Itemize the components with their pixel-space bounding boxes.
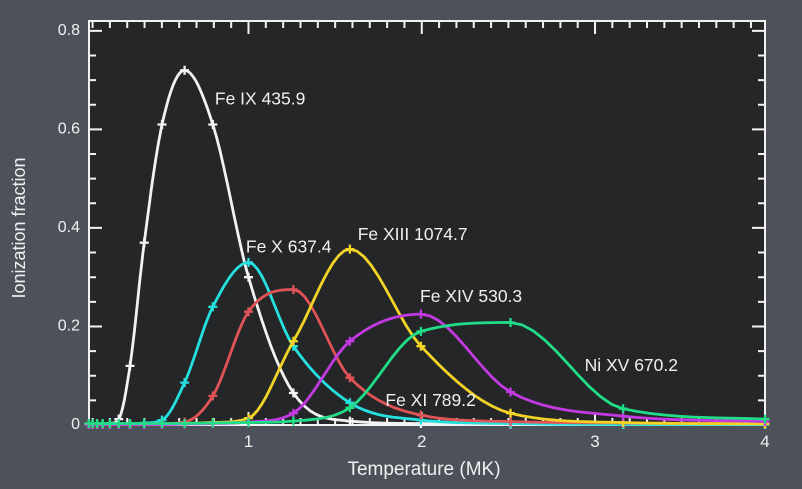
- x-tick-label: 2: [417, 432, 426, 451]
- series-curves: [84, 65, 770, 429]
- y-tick-label: 0.8: [58, 22, 80, 39]
- series-label-fe-xiii: Fe XIII 1074.7: [358, 224, 468, 244]
- y-tick-label: 0.6: [58, 120, 80, 137]
- plot-background: [89, 21, 765, 425]
- y-tick-label: 0: [71, 416, 80, 433]
- series-markers-ni-xv: [84, 318, 770, 428]
- x-tick-label: 3: [590, 432, 599, 451]
- plot-frame: [88, 20, 766, 426]
- y-tick-label: 0.2: [58, 317, 80, 334]
- y-tick-label: 0.4: [58, 219, 80, 236]
- series-label-fe-ix: Fe IX 435.9: [215, 88, 305, 108]
- x-axis-title: Temperature (MK): [347, 459, 500, 480]
- y-axis-title: Ionization fraction: [9, 157, 29, 298]
- series-label-fe-xi: Fe XI 789.2: [385, 390, 475, 410]
- series-label-fe-x: Fe X 637.4: [246, 237, 332, 257]
- series-label-fe-xiv: Fe XIV 530.3: [420, 286, 522, 306]
- series-label-ni-xv: Ni XV 670.2: [585, 355, 678, 375]
- x-tick-label: 1: [244, 432, 253, 451]
- series-labels: Fe IX 435.9 Fe X 637.4 Fe XI 789.2 Fe XIII …: [215, 88, 678, 410]
- tick-labels: 1 2 3 4 0 0.2 0.4 0.6 0.8: [58, 22, 770, 451]
- x-tick-label: 4: [760, 432, 769, 451]
